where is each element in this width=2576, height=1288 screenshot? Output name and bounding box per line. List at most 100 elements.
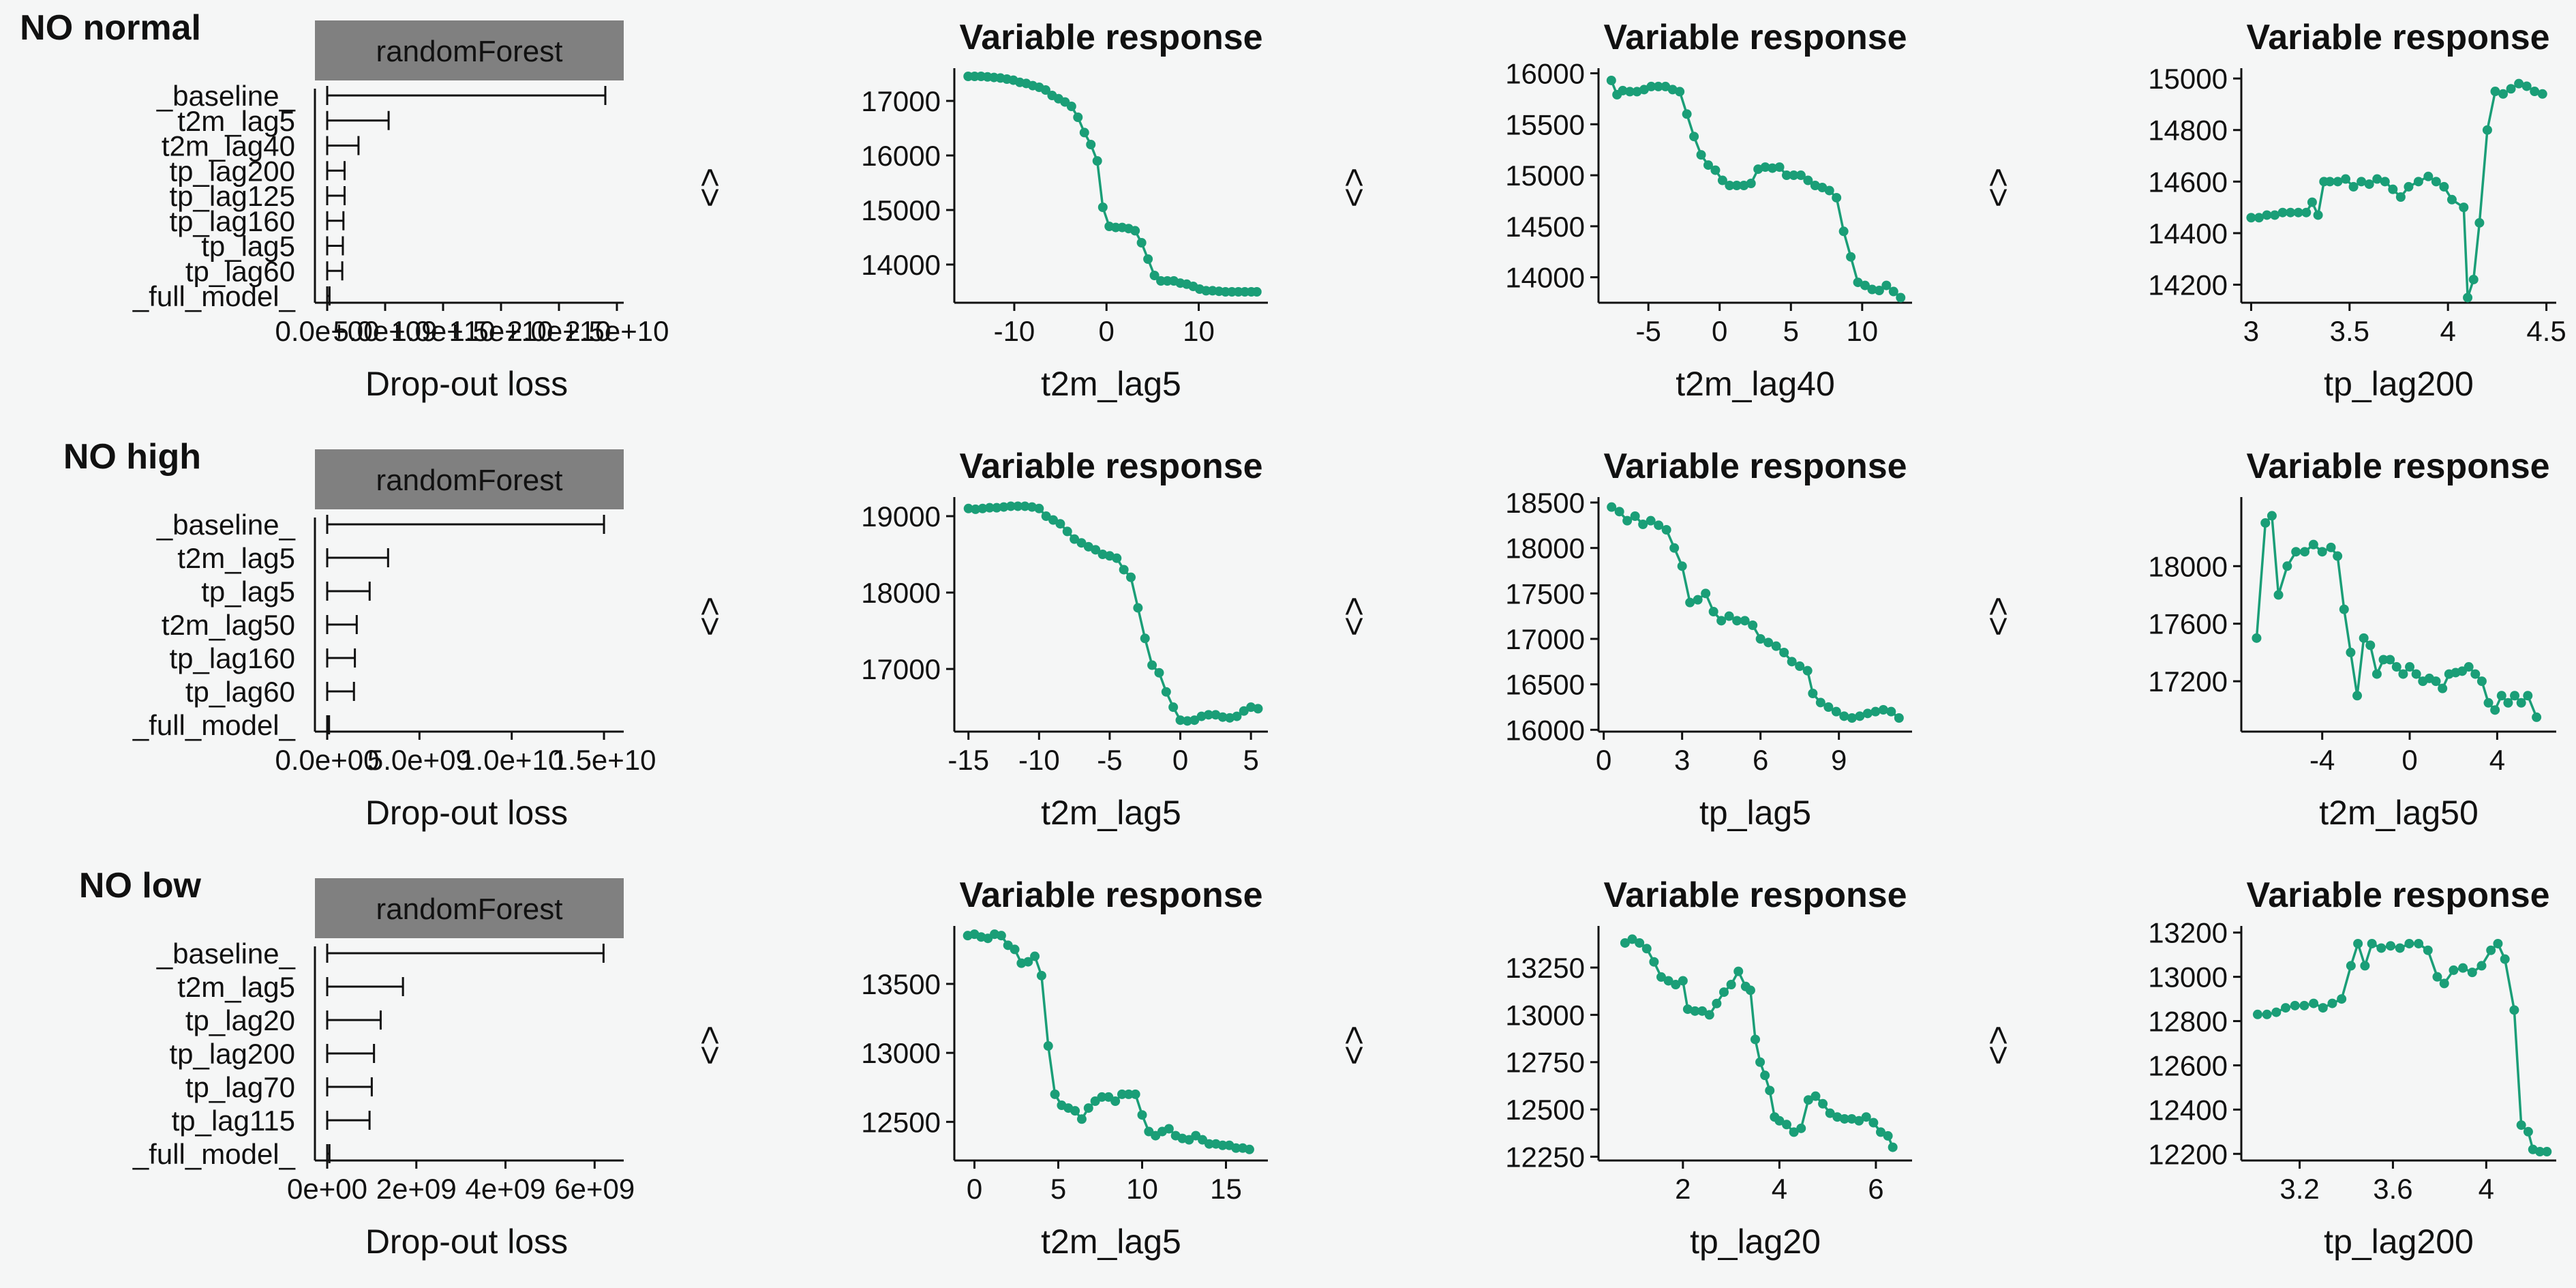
data-point xyxy=(1703,160,1713,170)
x-tick-label: 10 xyxy=(1183,315,1215,347)
data-point xyxy=(1244,1144,1254,1154)
data-point xyxy=(996,931,1006,941)
separator-glyph: <> xyxy=(1980,168,2018,207)
data-point xyxy=(1810,1091,1821,1101)
response-line xyxy=(967,933,1250,1151)
data-point xyxy=(1646,81,1656,91)
data-point xyxy=(1883,1130,1893,1141)
data-point xyxy=(2463,293,2473,303)
data-point xyxy=(2530,87,2540,97)
data-point xyxy=(2404,181,2414,192)
data-point xyxy=(1654,520,1664,530)
y-tick-label: 17200 xyxy=(2148,665,2228,698)
response-line xyxy=(1610,80,1902,299)
data-point xyxy=(1253,704,1263,714)
data-point xyxy=(1682,109,1692,119)
separator-glyph: <> xyxy=(1335,1025,1374,1065)
x-tick-label: 1.0e+10 xyxy=(459,744,564,776)
data-point xyxy=(2317,547,2327,557)
panel-title: Variable response xyxy=(2246,18,2549,57)
y-tick-label: 12200 xyxy=(2148,1138,2228,1170)
data-point xyxy=(1724,611,1734,621)
data-point xyxy=(1638,520,1648,529)
variable-label: _baseline_ xyxy=(156,509,296,541)
data-point xyxy=(2439,978,2449,989)
data-point xyxy=(1817,182,1828,192)
data-point xyxy=(1868,1118,1879,1128)
data-point xyxy=(2281,1003,2291,1013)
data-point xyxy=(2411,669,2421,679)
data-point xyxy=(2521,81,2532,91)
data-point xyxy=(1685,597,1695,608)
variable-label: tp_lag5 xyxy=(201,230,295,263)
y-tick-label: 16000 xyxy=(1505,57,1585,89)
data-point xyxy=(1092,156,1102,166)
response-line xyxy=(2255,513,2538,718)
response-line xyxy=(968,505,1258,723)
y-tick-label: 16000 xyxy=(861,140,941,172)
data-point xyxy=(1847,713,1857,723)
data-point xyxy=(1189,715,1200,725)
y-tick-label: 12250 xyxy=(1505,1141,1585,1173)
data-point xyxy=(1143,254,1153,264)
data-point xyxy=(1076,538,1087,548)
data-point xyxy=(1005,501,1016,511)
response-line xyxy=(1611,506,1900,719)
data-point xyxy=(1161,687,1171,697)
data-point xyxy=(1627,934,1637,944)
y-tick-label: 16000 xyxy=(1505,714,1585,746)
data-point xyxy=(1854,1115,1864,1126)
data-point xyxy=(2449,965,2459,975)
x-tick-label: 5 xyxy=(1783,315,1799,347)
data-point xyxy=(1126,572,1136,582)
data-point xyxy=(2359,633,2369,643)
data-point xyxy=(1838,226,1849,237)
y-tick-label: 12800 xyxy=(2148,1006,2228,1038)
panel-strip-label: randomForest xyxy=(376,464,563,497)
data-point xyxy=(1740,616,1750,626)
y-tick-label: 18000 xyxy=(861,577,941,609)
y-tick-label: 18500 xyxy=(1505,487,1585,519)
variable-label: t2m_lag5 xyxy=(177,971,295,1003)
data-point xyxy=(1635,938,1645,948)
data-point xyxy=(2470,669,2481,679)
x-tick-label: 2e+09 xyxy=(376,1173,457,1205)
data-point xyxy=(2348,181,2359,192)
data-point xyxy=(1669,543,1680,553)
data-point xyxy=(1733,966,1744,976)
x-tick-label: 5.0e+09 xyxy=(333,315,438,347)
data-point xyxy=(1217,1140,1228,1150)
data-point xyxy=(1760,162,1770,173)
y-tick-label: 13000 xyxy=(2148,961,2228,993)
data-point xyxy=(1853,278,1863,288)
data-point xyxy=(1795,661,1805,671)
data-point xyxy=(1896,293,1906,303)
data-point xyxy=(1091,545,1101,555)
data-point xyxy=(1751,1034,1760,1045)
data-point xyxy=(2395,943,2405,953)
panel-strip-label: randomForest xyxy=(376,893,563,926)
data-point xyxy=(2364,179,2374,190)
data-point xyxy=(1886,706,1896,717)
data-point xyxy=(2523,1126,2533,1137)
data-point xyxy=(1656,972,1666,982)
data-point xyxy=(2500,954,2510,964)
data-point xyxy=(2413,177,2423,187)
x-tick-label: 4 xyxy=(2440,315,2456,347)
variable-label: _baseline_ xyxy=(156,80,296,112)
data-point xyxy=(2467,968,2477,978)
variable-label: t2m_lag5 xyxy=(177,542,295,574)
data-point xyxy=(1252,287,1262,297)
data-point xyxy=(2482,125,2492,135)
data-point xyxy=(2313,210,2323,220)
data-point xyxy=(2301,207,2312,218)
data-point xyxy=(1646,515,1656,526)
data-point xyxy=(1755,634,1766,644)
data-point xyxy=(2423,171,2434,181)
panel-title: Variable response xyxy=(2246,875,2549,915)
x-tick-label: 2.5e+10 xyxy=(565,315,669,347)
data-point xyxy=(1774,162,1785,173)
data-point xyxy=(1239,706,1249,716)
variable-label: t2m_lag5 xyxy=(177,105,295,137)
panel-title: Variable response xyxy=(1603,447,1907,486)
